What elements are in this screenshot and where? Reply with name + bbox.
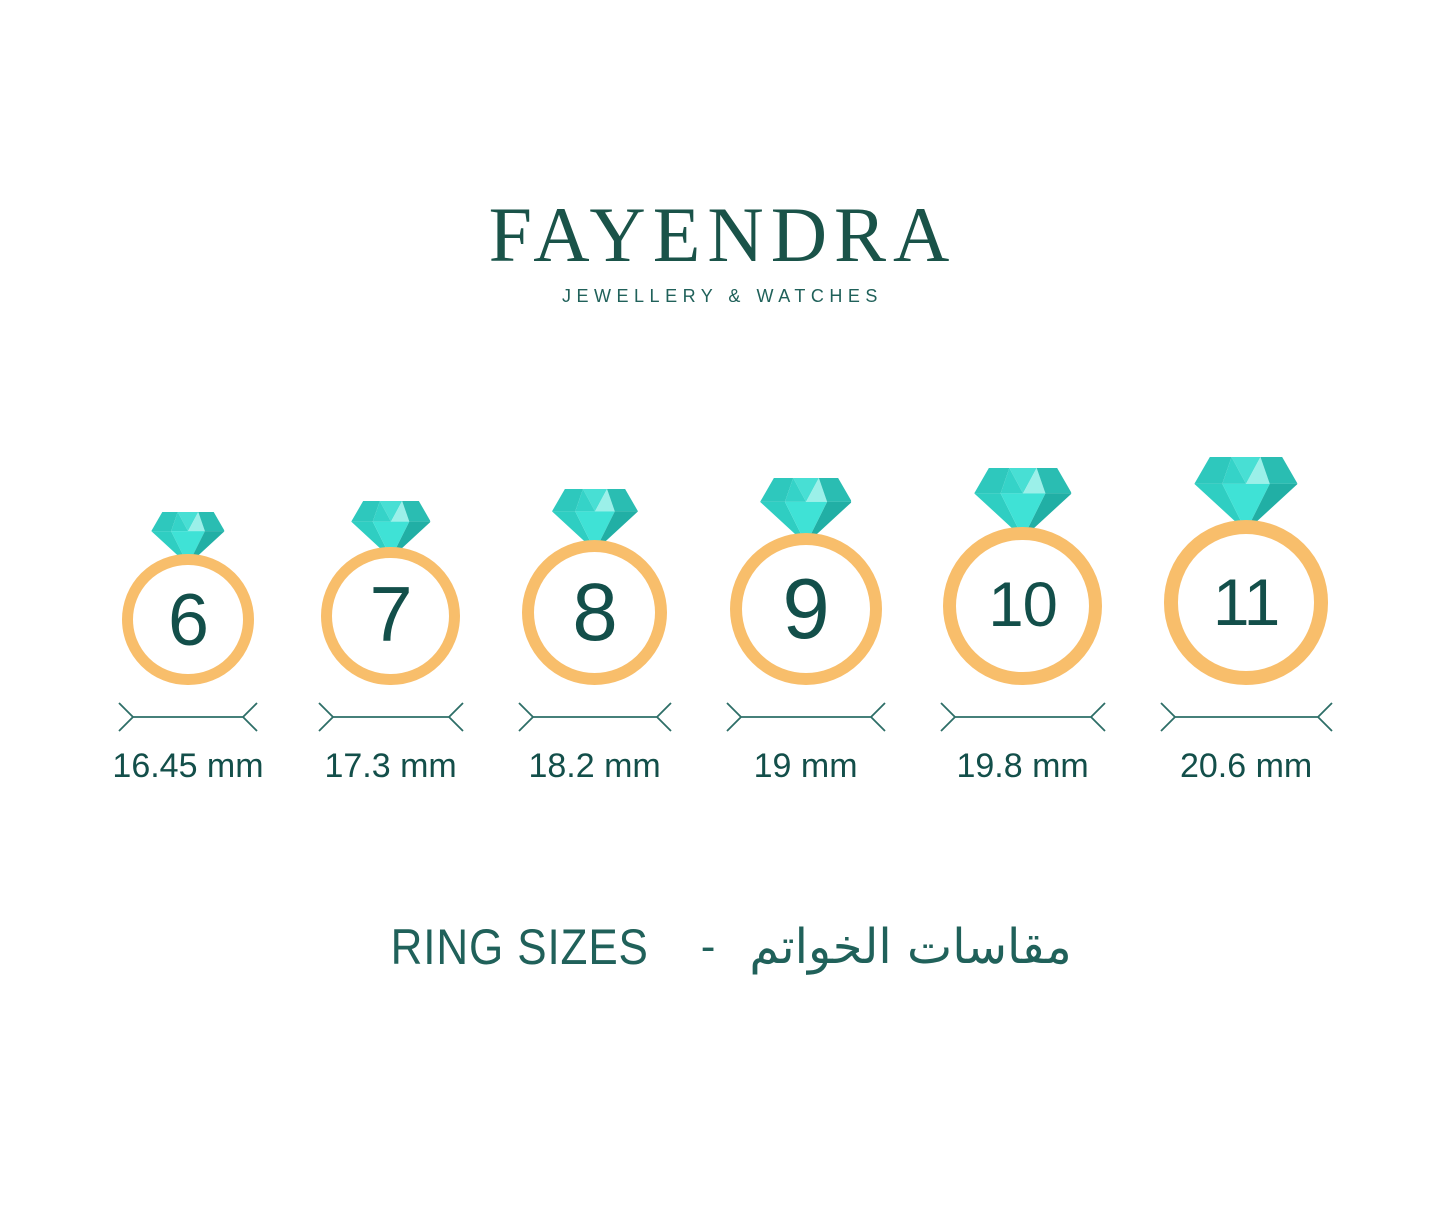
ring-size-item: 9 19 mm xyxy=(725,478,886,786)
ring-size-row: 6 16.45 mm 7 17.3 mm xyxy=(0,457,1445,786)
diamond-icon xyxy=(350,500,431,558)
diameter-arrow-icon xyxy=(118,702,258,732)
diameter-label: 16.45 mm xyxy=(112,747,264,786)
diameter-arrow-icon xyxy=(317,702,464,732)
chart-title: RING SIZES - مقاسات الخواتم xyxy=(0,918,1445,976)
ring-size-number: 7 xyxy=(369,572,413,659)
ring-band: 11 xyxy=(1163,520,1329,686)
ring-band: 9 xyxy=(729,533,882,686)
ring-graphic: 11 xyxy=(1163,457,1329,686)
chart-title-english: RING SIZES xyxy=(390,919,650,976)
ring-graphic: 7 xyxy=(321,500,460,686)
ring-size-number: 8 xyxy=(572,566,617,658)
diameter-label: 20.6 mm xyxy=(1179,747,1313,786)
brand-logo: FAYENDRA JEWELLERY & WATCHES xyxy=(0,0,1445,307)
diameter-arrow-icon xyxy=(517,702,672,732)
diameter-arrow-icon xyxy=(1159,702,1333,732)
ring-band: 6 xyxy=(122,553,254,686)
brand-tagline: JEWELLERY & WATCHES xyxy=(562,286,883,306)
ring-size-item: 8 18.2 mm xyxy=(517,488,672,787)
ring-size-number: 10 xyxy=(988,570,1057,641)
chart-title-arabic: مقاسات الخواتم xyxy=(749,919,1072,976)
ring-band: 8 xyxy=(521,539,668,686)
ring-graphic: 6 xyxy=(122,511,254,686)
ring-graphic: 9 xyxy=(729,478,882,686)
ring-size-number: 9 xyxy=(782,561,829,657)
diameter-arrow-icon xyxy=(725,702,886,732)
ring-size-number: 11 xyxy=(1212,564,1280,639)
diameter-label: 17.3 mm xyxy=(324,747,457,786)
ring-band: 7 xyxy=(321,546,460,686)
ring-size-item: 11 20.6 mm xyxy=(1159,457,1333,786)
diameter-label: 19 mm xyxy=(753,747,858,786)
diameter-label: 19.8 mm xyxy=(956,747,1089,786)
ring-size-number: 6 xyxy=(168,577,209,661)
brand-name: FAYENDRA xyxy=(488,191,957,278)
diameter-arrow-icon xyxy=(939,702,1106,732)
ring-band: 10 xyxy=(943,526,1102,686)
ring-size-item: 10 19.8 mm xyxy=(939,467,1106,787)
ring-graphic: 8 xyxy=(521,488,668,686)
ring-size-item: 6 16.45 mm xyxy=(112,511,264,786)
diameter-label: 18.2 mm xyxy=(528,747,661,786)
chart-title-separator: - xyxy=(700,922,716,972)
ring-size-item: 7 17.3 mm xyxy=(317,500,464,787)
diamond-icon xyxy=(1194,457,1298,532)
ring-graphic: 10 xyxy=(943,467,1102,686)
